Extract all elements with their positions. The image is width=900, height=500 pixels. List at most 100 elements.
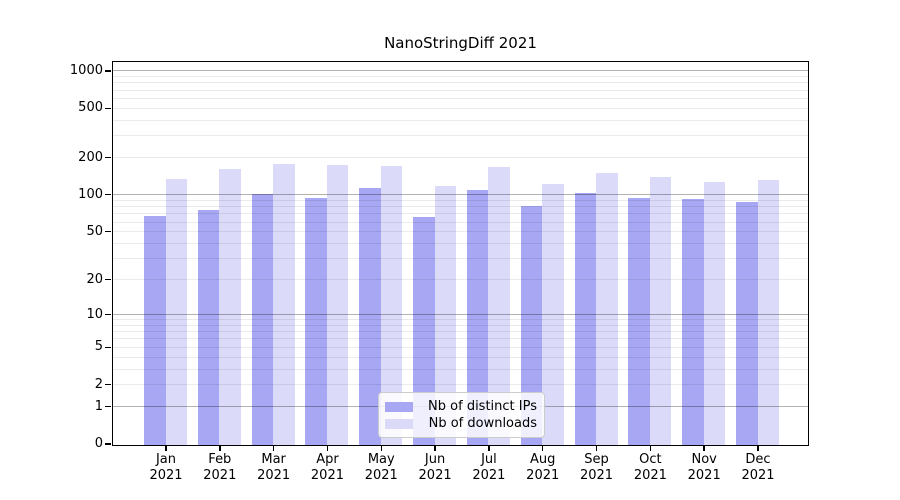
- x-axis-tick-label-dec: Dec 2021: [741, 452, 775, 483]
- bar-downloads-jan: [165, 179, 187, 445]
- bar-downloads-apr: [326, 165, 349, 445]
- bar-distinct-ips-sep: [574, 192, 597, 445]
- bar-distinct-ips-oct: [628, 197, 650, 445]
- y-axis-tick-label-500: 500: [78, 100, 103, 116]
- x-axis-tick-mark: [165, 446, 167, 451]
- y-axis-tick-label-1000: 1000: [69, 62, 103, 78]
- gridline-major-1000: [112, 70, 808, 72]
- gridline-minor-70: [112, 213, 808, 215]
- bar-distinct-ips-jul: [466, 190, 489, 445]
- y-axis-tick-mark: [105, 443, 111, 445]
- x-axis-tick-mark: [272, 446, 275, 451]
- x-axis-tick-mark: [595, 446, 598, 451]
- plot-inner: [112, 62, 808, 445]
- x-axis-tick-label-nov: Nov 2021: [687, 452, 721, 483]
- gridline-minor-200: [112, 157, 808, 159]
- y-axis-tick-mark: [105, 107, 111, 109]
- legend-item-downloads: Nb of downloads: [385, 415, 537, 432]
- y-axis-tick-mark: [105, 383, 111, 386]
- bar-downloads-dec: [757, 180, 779, 445]
- legend-label-distinct-ips: Nb of distinct IPs: [428, 399, 537, 414]
- chart-title: NanoStringDiff 2021: [384, 34, 537, 52]
- x-axis-tick-mark: [488, 446, 490, 451]
- x-axis-tick-label-apr: Apr 2021: [310, 452, 344, 483]
- gridline-minor-90: [112, 199, 808, 201]
- y-axis-tick-label-50: 50: [86, 223, 103, 239]
- x-axis-tick-mark: [219, 446, 221, 451]
- bar-downloads-feb: [219, 168, 241, 445]
- y-axis-tick-label-1: 1: [94, 398, 103, 414]
- x-axis-tick-mark: [703, 446, 705, 451]
- bar-downloads-jul: [488, 167, 510, 445]
- legend-label-downloads: Nb of downloads: [428, 416, 537, 431]
- bar-downloads-may: [380, 166, 403, 445]
- gridline-minor-9: [112, 319, 808, 321]
- gridline-minor-2: [112, 384, 808, 386]
- y-axis-tick-mark: [105, 346, 111, 348]
- gridline-minor-5: [112, 346, 808, 348]
- gridline-minor-700: [112, 89, 808, 91]
- x-axis-tick-mark: [757, 446, 759, 451]
- y-axis-tick-label-0: 0: [94, 436, 103, 451]
- bar-distinct-ips-mar: [251, 194, 274, 445]
- x-axis-tick-label-jan: Jan 2021: [149, 452, 183, 483]
- plot-area: [111, 60, 809, 446]
- bar-distinct-ips-jun: [413, 217, 435, 445]
- x-axis-tick-label-sep: Sep 2021: [579, 452, 614, 483]
- x-axis-tick-mark: [649, 446, 652, 451]
- x-axis-tick-mark: [326, 446, 329, 451]
- bar-downloads-oct: [649, 176, 672, 445]
- y-axis-tick-label-2: 2: [94, 376, 103, 392]
- gridline-minor-600: [112, 97, 808, 99]
- y-axis-tick-mark: [105, 230, 111, 233]
- y-axis-tick-mark: [105, 313, 111, 316]
- gridline-minor-500: [112, 107, 808, 109]
- gridline-minor-800: [112, 82, 808, 84]
- y-axis-tick-label-200: 200: [78, 149, 103, 165]
- y-axis-tick-mark: [105, 70, 111, 72]
- gridline-minor-4: [112, 356, 808, 358]
- gridline-minor-400: [112, 119, 808, 121]
- y-axis-tick-mark: [105, 194, 111, 196]
- x-axis-tick-label-aug: Aug 2021: [526, 452, 560, 483]
- x-axis-tick-label-mar: Mar 2021: [257, 452, 291, 483]
- y-axis-tick-label-20: 20: [86, 271, 103, 287]
- gridline-minor-50: [112, 231, 808, 233]
- x-axis-tick-mark: [434, 446, 436, 451]
- gridline-major-10: [112, 314, 808, 316]
- bar-distinct-ips-feb: [197, 210, 220, 445]
- y-axis-tick-mark: [105, 405, 111, 408]
- gridline-minor-900: [112, 76, 808, 78]
- y-axis-tick-label-5: 5: [94, 339, 103, 355]
- bar-distinct-ips-dec: [736, 201, 758, 445]
- gridline-minor-6: [112, 338, 808, 340]
- y-axis-tick-label-100: 100: [78, 186, 103, 202]
- gridline-minor-80: [112, 206, 808, 208]
- legend: Nb of distinct IPs Nb of downloads: [378, 392, 545, 438]
- gridline-minor-60: [112, 221, 808, 223]
- legend-swatch-distinct-ips-icon: [385, 401, 413, 412]
- gridline-minor-30: [112, 258, 808, 260]
- bar-downloads-sep: [596, 173, 618, 445]
- gridline-minor-300: [112, 135, 808, 137]
- gridline-minor-20: [112, 279, 808, 281]
- legend-swatch-downloads-icon: [385, 418, 413, 429]
- y-axis-tick-label-10: 10: [86, 306, 103, 322]
- bar-distinct-ips-nov: [682, 198, 704, 445]
- legend-item-distinct-ips: Nb of distinct IPs: [385, 398, 537, 415]
- x-axis-tick-label-feb: Feb 2021: [203, 452, 237, 483]
- x-axis-tick-mark: [542, 446, 544, 451]
- y-axis-tick-mark: [105, 156, 111, 159]
- bar-distinct-ips-apr: [305, 197, 327, 445]
- bar-downloads-nov: [703, 181, 726, 445]
- bar-downloads-mar: [273, 164, 295, 445]
- bar-distinct-ips-may: [359, 187, 381, 445]
- bar-downloads-aug: [542, 183, 564, 445]
- gridline-minor-7: [112, 331, 808, 333]
- bar-distinct-ips-aug: [520, 205, 543, 445]
- x-axis-tick-label-may: May 2021: [364, 452, 398, 483]
- x-axis-tick-label-jul: Jul 2021: [472, 452, 506, 483]
- gridline-minor-3: [112, 368, 808, 370]
- bar-distinct-ips-jan: [144, 215, 166, 445]
